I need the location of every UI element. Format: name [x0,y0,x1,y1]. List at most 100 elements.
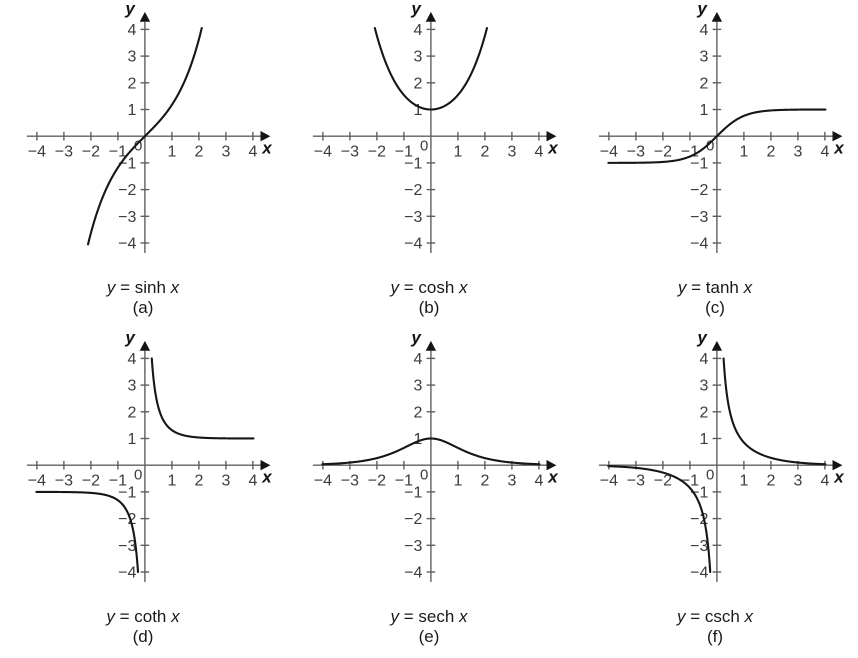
svg-text:4: 4 [820,144,829,161]
svg-text:−2: −2 [118,182,136,199]
svg-text:1: 1 [167,144,176,161]
svg-text:0: 0 [134,466,142,483]
svg-text:−1: −1 [404,484,422,501]
svg-text:−2: −2 [404,511,422,528]
svg-text:1: 1 [699,102,708,119]
svg-text:3: 3 [221,473,230,490]
svg-text:−4: −4 [600,144,618,161]
svg-text:1: 1 [739,473,748,490]
svg-text:3: 3 [699,378,708,395]
svg-text:2: 2 [413,75,422,92]
svg-text:4: 4 [699,351,708,368]
svg-text:−4: −4 [600,473,618,490]
svg-text:3: 3 [507,144,516,161]
svg-text:(f): (f) [707,627,723,646]
svg-text:(c): (c) [705,298,725,317]
svg-text:y: y [696,329,708,347]
svg-text:4: 4 [413,22,422,39]
svg-text:2: 2 [480,144,489,161]
svg-text:−3: −3 [690,538,708,555]
svg-text:y = sech x: y = sech x [389,607,468,626]
svg-text:−4: −4 [118,236,136,253]
svg-text:2: 2 [766,473,775,490]
svg-text:y = sinh x: y = sinh x [106,278,180,297]
svg-text:−2: −2 [82,473,100,490]
svg-text:x: x [833,139,845,158]
svg-text:−3: −3 [118,209,136,226]
svg-text:1: 1 [127,431,136,448]
svg-text:4: 4 [127,351,136,368]
svg-text:2: 2 [699,75,708,92]
svg-text:−4: −4 [28,473,46,490]
svg-text:−4: −4 [404,236,422,253]
svg-text:y: y [124,329,136,347]
svg-text:−4: −4 [28,144,46,161]
svg-text:(e): (e) [419,627,440,646]
svg-text:−2: −2 [654,144,672,161]
svg-text:−4: −4 [314,473,332,490]
svg-text:y = cosh x: y = cosh x [389,278,468,297]
svg-text:1: 1 [739,144,748,161]
svg-text:y = csch x: y = csch x [676,607,754,626]
svg-text:4: 4 [248,473,257,490]
svg-text:x: x [261,468,273,487]
svg-text:−3: −3 [627,473,645,490]
svg-text:0: 0 [420,137,428,154]
svg-text:−3: −3 [118,538,136,555]
svg-text:2: 2 [127,75,136,92]
svg-text:2: 2 [194,473,203,490]
svg-text:−2: −2 [82,144,100,161]
svg-text:x: x [547,139,559,158]
svg-text:−4: −4 [690,236,708,253]
svg-text:3: 3 [413,378,422,395]
svg-text:1: 1 [453,144,462,161]
svg-text:y: y [410,0,422,18]
svg-text:−3: −3 [341,144,359,161]
svg-text:−2: −2 [368,144,386,161]
svg-text:−3: −3 [341,473,359,490]
svg-text:−4: −4 [118,565,136,582]
svg-text:1: 1 [699,431,708,448]
svg-text:−3: −3 [690,209,708,226]
svg-text:−3: −3 [627,144,645,161]
svg-text:−3: −3 [55,144,73,161]
svg-text:−3: −3 [404,209,422,226]
svg-text:−3: −3 [55,473,73,490]
svg-text:4: 4 [413,351,422,368]
svg-text:x: x [261,139,273,158]
svg-text:3: 3 [793,144,802,161]
svg-text:1: 1 [453,473,462,490]
svg-text:2: 2 [480,473,489,490]
svg-text:x: x [833,468,845,487]
svg-text:0: 0 [420,466,428,483]
svg-text:2: 2 [413,404,422,421]
svg-text:x: x [547,468,559,487]
svg-text:0: 0 [706,466,714,483]
svg-text:4: 4 [248,144,257,161]
svg-text:y: y [410,329,422,347]
svg-text:4: 4 [534,473,543,490]
svg-text:4: 4 [820,473,829,490]
svg-text:−1: −1 [690,155,708,172]
svg-text:(d): (d) [133,627,154,646]
svg-text:3: 3 [699,49,708,66]
svg-text:(b): (b) [419,298,440,317]
svg-text:−1: −1 [404,155,422,172]
svg-text:y = tanh x: y = tanh x [677,278,753,297]
svg-text:2: 2 [699,404,708,421]
svg-text:−3: −3 [404,538,422,555]
svg-text:1: 1 [127,102,136,119]
svg-text:−1: −1 [118,484,136,501]
svg-text:−4: −4 [690,565,708,582]
svg-text:2: 2 [194,144,203,161]
svg-text:−2: −2 [368,473,386,490]
svg-text:3: 3 [793,473,802,490]
svg-text:y: y [696,0,708,18]
svg-text:3: 3 [221,144,230,161]
svg-text:4: 4 [127,22,136,39]
svg-text:4: 4 [534,144,543,161]
svg-text:3: 3 [127,49,136,66]
svg-text:1: 1 [167,473,176,490]
svg-text:−2: −2 [404,182,422,199]
svg-text:2: 2 [127,404,136,421]
